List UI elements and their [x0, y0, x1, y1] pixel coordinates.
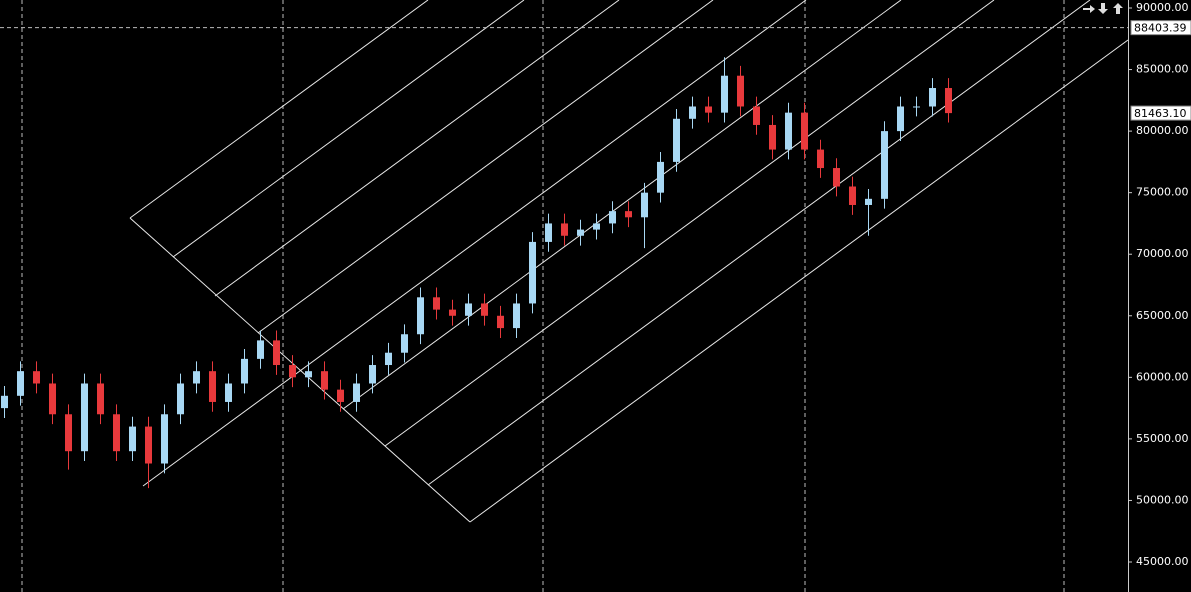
candle-body	[193, 371, 200, 384]
candle-body	[625, 211, 632, 218]
fan-line	[129, 0, 429, 219]
candle-body	[97, 383, 104, 415]
candle-body	[321, 371, 328, 390]
candle-body	[337, 389, 344, 402]
candle-body	[737, 75, 744, 107]
candle-body	[785, 112, 792, 150]
candle-body	[849, 186, 856, 205]
candle-body	[225, 383, 232, 402]
candle-body	[65, 414, 72, 452]
y-tick-label: 85000.00	[1136, 63, 1189, 76]
candle-body	[401, 334, 408, 353]
candle-body	[129, 426, 136, 452]
candle-body	[465, 303, 472, 316]
candle-body	[673, 118, 680, 162]
candle-body	[273, 340, 280, 366]
candle-body	[945, 88, 952, 114]
candle-body	[545, 223, 552, 242]
candle-body	[929, 88, 936, 107]
candle-body	[305, 371, 312, 378]
candle-body	[865, 198, 872, 205]
fan-base	[129, 217, 471, 523]
candle-body	[529, 241, 536, 304]
candle-body	[497, 315, 504, 329]
candle-body	[753, 106, 760, 125]
candle-body	[49, 383, 56, 415]
y-tick-label: 75000.00	[1136, 186, 1189, 199]
zoom-up-icon[interactable]	[1113, 3, 1123, 14]
candles	[1, 57, 952, 489]
candle-body	[33, 371, 40, 384]
candle-body	[177, 383, 184, 415]
candle-body	[1, 395, 8, 409]
candle-body	[817, 149, 824, 169]
fan-line	[214, 0, 620, 297]
candle-body	[833, 168, 840, 187]
y-tick-label: 65000.00	[1136, 309, 1189, 322]
candle-body	[161, 414, 168, 464]
candle-body	[481, 303, 488, 316]
fan-line	[142, 0, 807, 487]
candle-body	[353, 383, 360, 402]
candle-body	[241, 358, 248, 384]
toolbar-icons[interactable]	[1083, 3, 1123, 14]
fan-line	[257, 0, 714, 334]
candle-body	[913, 106, 920, 108]
candle-body	[561, 223, 568, 236]
candle-body	[513, 303, 520, 329]
fan-line	[172, 0, 525, 258]
candle-body	[801, 112, 808, 150]
candle-body	[721, 75, 728, 113]
y-axis: 90000.00 85000.00 80000.00 75000.00 70000.00…	[1128, 1, 1189, 568]
vertical-grid	[21, 0, 1065, 592]
crosshair-label-box	[1130, 20, 1191, 36]
candle-body	[209, 371, 216, 402]
y-tick-label: 55000.00	[1136, 432, 1189, 445]
candle-body	[385, 352, 392, 366]
candle-body	[881, 131, 888, 199]
candle-body	[417, 297, 424, 335]
last-price-label: 81463.10	[1134, 107, 1187, 120]
candle-body	[289, 365, 296, 378]
scroll-right-icon[interactable]	[1083, 5, 1095, 13]
candle-body	[593, 223, 600, 230]
candle-body	[897, 106, 904, 132]
candle-body	[609, 211, 616, 224]
candle-body	[17, 371, 24, 396]
y-tick-label: 80000.00	[1136, 124, 1189, 137]
y-tick-label: 50000.00	[1136, 493, 1189, 506]
y-tick-label: 70000.00	[1136, 247, 1189, 260]
y-tick-label: 90000.00	[1136, 1, 1189, 14]
candle-body	[577, 229, 584, 236]
fan-line	[384, 0, 995, 447]
price-axis	[1128, 0, 1191, 592]
candle-body	[145, 426, 152, 464]
candle-body	[657, 161, 664, 193]
zoom-down-icon[interactable]	[1098, 3, 1108, 14]
candle-body	[113, 414, 120, 452]
fan-line	[469, 39, 1129, 523]
fan-line	[427, 0, 1091, 486]
candle-body	[433, 297, 440, 310]
candle-body	[641, 192, 648, 218]
crosshair-label: 88403.39	[1134, 22, 1187, 35]
pitchfork-tool	[129, 0, 1129, 523]
y-tick-label: 60000.00	[1136, 370, 1189, 383]
last-price-box	[1130, 105, 1191, 121]
candle-body	[689, 106, 696, 119]
candle-body	[449, 309, 456, 316]
candle-body	[705, 106, 712, 113]
y-tick-label: 45000.00	[1136, 555, 1189, 568]
fan-line	[342, 0, 902, 410]
candle-body	[81, 383, 88, 452]
candle-body	[769, 124, 776, 150]
candle-body	[257, 340, 264, 359]
candle-body	[369, 365, 376, 384]
